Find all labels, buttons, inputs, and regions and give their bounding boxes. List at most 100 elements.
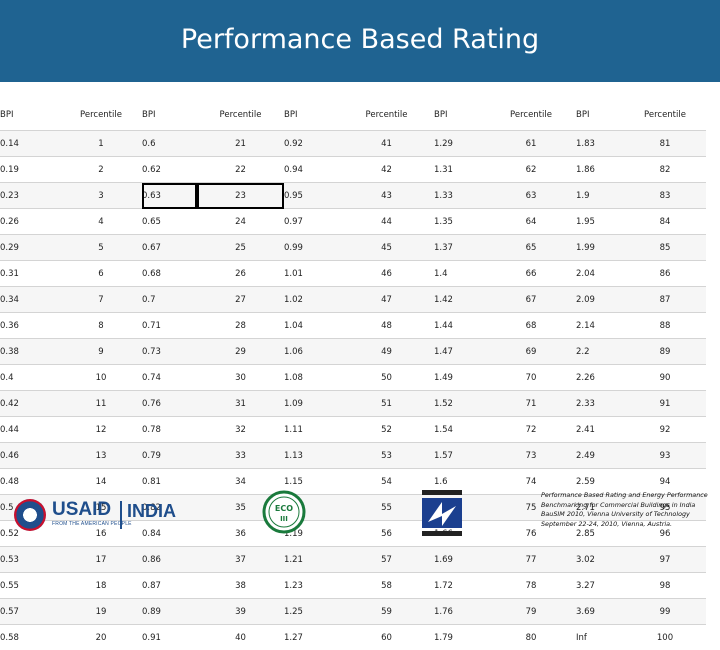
- bpi-cell: 1.72: [434, 573, 486, 599]
- percentile-cell: 45: [339, 235, 434, 261]
- bpi-cell: 0.97: [284, 209, 339, 235]
- usaid-seal-icon: [14, 499, 46, 531]
- percentile-cell: 19: [60, 599, 142, 625]
- percentile-cell: 68: [486, 313, 576, 339]
- percentile-cell: 41: [339, 131, 434, 157]
- bpi-cell: 0.65: [142, 209, 197, 235]
- column-header-bpi: BPI: [0, 100, 60, 131]
- bpi-cell: 0.74: [142, 365, 197, 391]
- percentile-cell: 31: [197, 391, 284, 417]
- percentile-cell: 40: [197, 625, 284, 650]
- bpi-cell: 0.42: [0, 391, 60, 417]
- percentile-cell: 92: [624, 417, 706, 443]
- bpi-cell: 2.49: [576, 443, 624, 469]
- energy-conservation-logo-icon: [420, 490, 464, 538]
- bpi-cell: 1.57: [434, 443, 486, 469]
- percentile-cell: 66: [486, 261, 576, 287]
- bpi-cell: 0.99: [284, 235, 339, 261]
- percentile-cell: 30: [197, 365, 284, 391]
- percentile-cell: 28: [197, 313, 284, 339]
- bpi-cell: 0.14: [0, 131, 60, 157]
- percentile-cell: 77: [486, 547, 576, 573]
- percentile-cell: 27: [197, 287, 284, 313]
- usaid-logo: USAID FROM THE AMERICAN PEOPLE INDIA: [14, 497, 176, 533]
- percentile-cell: 23: [197, 183, 284, 209]
- bpi-cell: 1.11: [284, 417, 339, 443]
- bpi-cell: 1.37: [434, 235, 486, 261]
- percentile-cell: 70: [486, 365, 576, 391]
- bpi-cell: 0.79: [142, 443, 197, 469]
- bpi-cell: 0.62: [142, 157, 197, 183]
- bpi-cell: 1.69: [434, 547, 486, 573]
- slide-footer: USAID FROM THE AMERICAN PEOPLE INDIA ECO…: [0, 485, 720, 540]
- bpi-cell: 0.55: [0, 573, 60, 599]
- percentile-cell: 82: [624, 157, 706, 183]
- bpi-cell: 2.09: [576, 287, 624, 313]
- percentile-cell: 33: [197, 443, 284, 469]
- percentile-cell: 84: [624, 209, 706, 235]
- percentile-cell: 3: [60, 183, 142, 209]
- bpi-cell: 1.29: [434, 131, 486, 157]
- bpi-cell: 1.95: [576, 209, 624, 235]
- bpi-cell: 0.73: [142, 339, 197, 365]
- percentile-cell: 8: [60, 313, 142, 339]
- percentile-cell: 43: [339, 183, 434, 209]
- bpi-cell: 3.02: [576, 547, 624, 573]
- bpi-cell: 0.91: [142, 625, 197, 650]
- bpi-cell: 0.6: [142, 131, 197, 157]
- bpi-cell: 1.54: [434, 417, 486, 443]
- bpi-cell: 1.25: [284, 599, 339, 625]
- bpi-cell: 1.83: [576, 131, 624, 157]
- percentile-cell: 51: [339, 391, 434, 417]
- percentile-cell: 58: [339, 573, 434, 599]
- bpi-cell: Inf: [576, 625, 624, 650]
- bpi-cell: 0.78: [142, 417, 197, 443]
- bpi-cell: 0.87: [142, 573, 197, 599]
- bpi-cell: 0.86: [142, 547, 197, 573]
- bpi-cell: 2.14: [576, 313, 624, 339]
- bpi-cell: 0.92: [284, 131, 339, 157]
- bpi-cell: 0.76: [142, 391, 197, 417]
- percentile-cell: 99: [624, 599, 706, 625]
- percentile-cell: 49: [339, 339, 434, 365]
- svg-text:ECO: ECO: [275, 504, 293, 513]
- percentile-cell: 91: [624, 391, 706, 417]
- percentile-cell: 80: [486, 625, 576, 650]
- bpi-cell: 0.46: [0, 443, 60, 469]
- percentile-cell: 93: [624, 443, 706, 469]
- bpi-cell: 1.33: [434, 183, 486, 209]
- bpi-cell: 0.68: [142, 261, 197, 287]
- percentile-cell: 20: [60, 625, 142, 650]
- percentile-cell: 9: [60, 339, 142, 365]
- percentile-cell: 11: [60, 391, 142, 417]
- bpi-cell: 0.19: [0, 157, 60, 183]
- percentile-cell: 86: [624, 261, 706, 287]
- percentile-cell: 10: [60, 365, 142, 391]
- bpi-cell: 1.21: [284, 547, 339, 573]
- bpi-cell: 0.57: [0, 599, 60, 625]
- percentile-cell: 67: [486, 287, 576, 313]
- bpi-cell: 0.71: [142, 313, 197, 339]
- percentile-cell: 42: [339, 157, 434, 183]
- bpi-cell: 1.27: [284, 625, 339, 650]
- bpi-cell: 0.4: [0, 365, 60, 391]
- bpi-cell: 1.49: [434, 365, 486, 391]
- percentile-cell: 22: [197, 157, 284, 183]
- bpi-cell: 1.31: [434, 157, 486, 183]
- percentile-cell: 89: [624, 339, 706, 365]
- bpi-cell: 1.01: [284, 261, 339, 287]
- column-header-percentile: Percentile: [624, 100, 706, 131]
- percentile-cell: 57: [339, 547, 434, 573]
- bpi-cell: 1.4: [434, 261, 486, 287]
- bpi-cell: 1.99: [576, 235, 624, 261]
